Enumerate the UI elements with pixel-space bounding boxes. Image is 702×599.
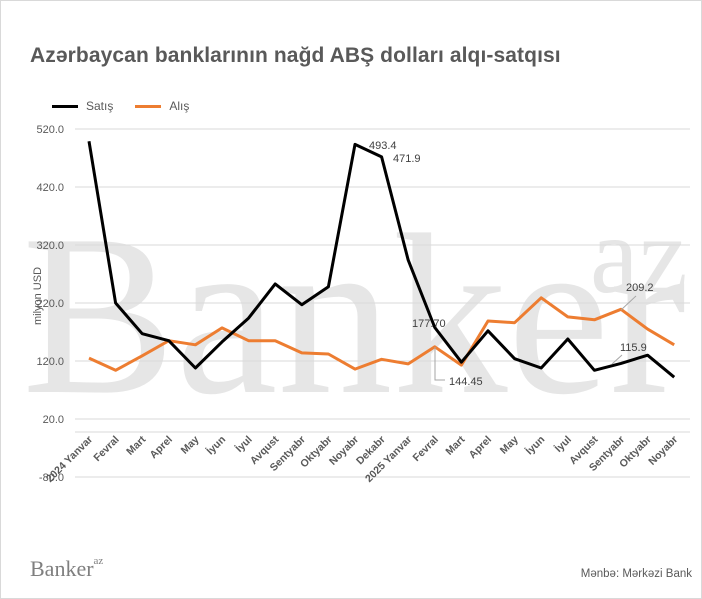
y-tick-label: 520.0	[36, 124, 64, 136]
legend-item-satis: Satış	[52, 99, 113, 113]
footer-logo-text: Banker	[30, 556, 94, 581]
y-tick-label: 420.0	[36, 182, 64, 194]
watermark: Bankeraz	[22, 187, 688, 442]
watermark-super: az	[590, 194, 688, 316]
gridlines	[75, 128, 690, 478]
legend-item-alis: Alış	[135, 99, 189, 113]
series-line-alis	[88, 296, 675, 372]
y-tick-label: -80.0	[39, 472, 64, 484]
footer-logo-super: az	[93, 554, 104, 567]
legend-label-satis: Satış	[86, 99, 114, 113]
data-label: 493.4	[369, 140, 397, 152]
source-note: Mənbə: Mərkəzi Bank	[580, 568, 692, 580]
watermark-text: Banker	[22, 187, 686, 442]
legend-swatch-satis	[52, 104, 78, 108]
data-label: 144.45	[449, 376, 483, 388]
series-lines	[87, 140, 676, 379]
y-tick-label: 320.0	[36, 240, 64, 252]
y-tick-label: 20.0	[43, 414, 64, 426]
data-label: 471.9	[393, 153, 421, 165]
data-label: 177.70	[412, 318, 446, 330]
data-label: 209.2	[626, 282, 654, 294]
data-label: 115.9	[620, 342, 647, 354]
y-axis-ticks: 520.0 420.0 320.0 220.0 120.0 20.0 -80.0	[36, 124, 64, 484]
y-tick-label: 220.0	[36, 298, 64, 310]
y-axis-label: milyon USD	[32, 267, 44, 325]
chart-title: Azərbaycan banklarının nağd ABŞ dolları …	[30, 44, 561, 67]
legend-swatch-alis	[135, 104, 162, 108]
legend-label-alis: Alış	[169, 99, 190, 113]
legend: Satış Alış	[52, 99, 189, 113]
footer-logo: Bankeraz	[30, 554, 104, 582]
y-tick-label: 120.0	[36, 356, 64, 368]
series-line-satis	[87, 140, 676, 379]
